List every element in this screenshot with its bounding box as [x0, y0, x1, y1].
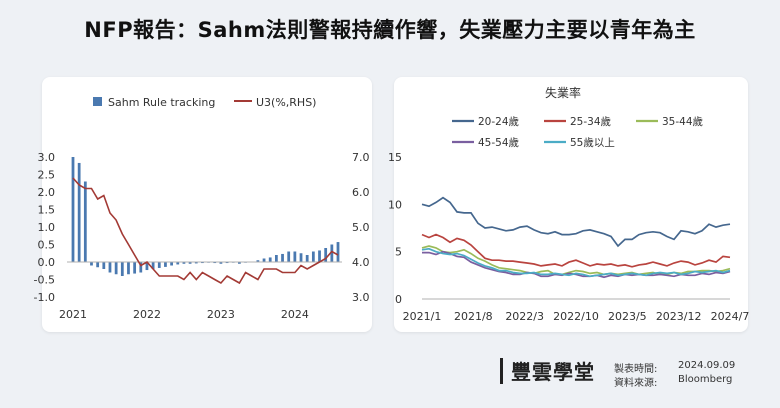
legend-label: Sahm Rule tracking	[108, 96, 215, 109]
sahm-bar	[324, 248, 328, 262]
sahm-bar	[83, 181, 87, 262]
x-tick-label: 2022/3	[505, 310, 544, 323]
sahm-bar	[274, 255, 278, 262]
sahm-bar	[262, 258, 266, 262]
chart-title: 失業率	[545, 85, 581, 100]
sahm-bar	[182, 262, 186, 264]
y-tick-label: 1.0	[38, 221, 56, 234]
sahm-bar	[256, 260, 260, 262]
y-tick-label: 2.0	[38, 186, 56, 199]
sahm-bar	[213, 262, 217, 264]
x-tick-label: 2024	[281, 308, 309, 321]
y2-tick-label: 4.0	[352, 256, 370, 269]
y2-tick-label: 5.0	[352, 221, 370, 234]
series-line	[421, 233, 731, 268]
sahm-bar	[120, 262, 124, 276]
legend-label: U3(%,RHS)	[256, 96, 316, 109]
sahm-bar	[164, 262, 167, 267]
sahm-bar	[311, 251, 315, 262]
x-tick-label: 2023/12	[656, 310, 702, 323]
sahm-bar	[114, 262, 118, 275]
legend-label: 45-54歲	[478, 136, 519, 149]
x-tick-label: 2022/10	[553, 310, 599, 323]
sahm-bar	[108, 262, 112, 273]
sahm-bar	[268, 257, 272, 262]
sahm-bar	[170, 262, 173, 266]
y2-tick-label: 3.0	[352, 291, 370, 304]
y-tick-label: 3.0	[38, 151, 56, 164]
series-line	[422, 250, 731, 279]
sahm-bar	[281, 253, 284, 262]
series-line	[421, 247, 731, 278]
sahm-bar	[336, 242, 340, 262]
x-tick-label: 2022	[133, 308, 161, 321]
sahm-bar	[96, 262, 100, 268]
x-tick-label: 2024/7	[711, 310, 750, 323]
u3-line	[72, 177, 339, 285]
y-tick-label: 2.5	[38, 169, 56, 182]
legend-label: 55歲以上	[570, 136, 615, 149]
date-value: 2024.09.09	[678, 360, 736, 371]
x-tick-label: 2023	[207, 308, 235, 321]
page-title: NFP報告：Sahm法則警報持續作響，失業壓力主要以青年為主	[84, 18, 696, 42]
y2-tick-label: 6.0	[352, 186, 370, 199]
sahm-bar	[90, 262, 93, 266]
x-tick-label: 2021/8	[454, 310, 493, 323]
sahm-bar	[157, 262, 161, 268]
sahm-bar	[188, 262, 192, 264]
x-tick-label: 2021/1	[403, 310, 442, 323]
sahm-bar	[127, 262, 130, 275]
x-tick-label: 2023/5	[608, 310, 647, 323]
sahm-bar	[305, 255, 309, 262]
legend-bar-swatch	[93, 97, 102, 106]
y-tick-label: 15	[388, 151, 402, 164]
sahm-bar	[330, 244, 334, 262]
sahm-bar	[133, 262, 137, 274]
sahm-bar	[176, 262, 180, 265]
y2-tick-label: 7.0	[352, 151, 370, 164]
sahm-bar	[287, 251, 291, 262]
y-tick-label: 1.5	[38, 204, 56, 217]
y-tick-label: 10	[388, 198, 402, 211]
sahm-bar	[299, 253, 303, 262]
legend-label: 35-44歲	[662, 115, 703, 128]
footer-divider	[500, 358, 503, 384]
sahm-bar	[201, 262, 204, 264]
sahm-bar	[77, 162, 81, 262]
sahm-bar	[194, 262, 198, 264]
sahm-bar	[293, 251, 297, 262]
series-line	[421, 196, 731, 248]
x-tick-label: 2021	[59, 308, 87, 321]
y-tick-label: 0.5	[38, 239, 56, 252]
sahm-bar	[151, 262, 155, 269]
source-label: 資料來源:	[614, 378, 658, 389]
sahm-bar	[225, 262, 229, 264]
sahm-chart-panel	[42, 77, 372, 332]
sahm-bar	[318, 250, 321, 262]
brand-logo: 豐雲學堂	[511, 360, 595, 384]
sahm-bar	[139, 262, 143, 273]
sahm-bar	[238, 262, 241, 264]
y-tick-label: 0	[395, 293, 402, 306]
sahm-bar	[219, 262, 223, 264]
sahm-bar	[71, 157, 75, 262]
sahm-bar	[145, 262, 149, 271]
legend-label: 25-34歲	[570, 115, 611, 128]
y-tick-label: -0.5	[34, 274, 55, 287]
sahm-chart: Sahm Rule tracking U3(%,RHS) 3.0 2.5 2.0 1.5 1…	[34, 96, 370, 321]
y-tick-label: 0.0	[38, 256, 56, 269]
date-label: 製表時間:	[614, 364, 658, 375]
y-tick-label: 5	[395, 246, 402, 259]
y-tick-label: -1.0	[34, 291, 55, 304]
source-value: Bloomberg	[678, 374, 733, 385]
legend-label: 20-24歲	[478, 115, 519, 128]
sahm-bar	[102, 262, 106, 269]
unemployment-chart-panel	[394, 77, 748, 332]
